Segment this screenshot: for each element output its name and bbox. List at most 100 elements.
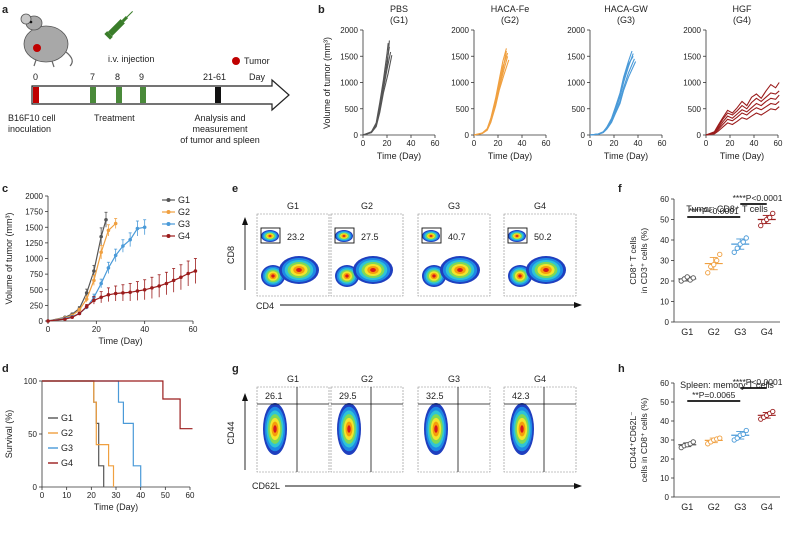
c-G4-point: [70, 315, 74, 320]
h-bracket-0-label: **P=0.0065: [692, 390, 736, 400]
b-2-xlabel: Time (Day): [604, 151, 648, 161]
c-G1-point: [99, 234, 103, 239]
c-G2-point: [113, 221, 118, 226]
c-G1-point: [84, 291, 89, 295]
f-bracket-1-label: ****P<0.0001: [733, 193, 783, 203]
f-G1-point: [690, 275, 696, 281]
c-ytick-label: 1250: [25, 239, 43, 248]
c-legend-G1-label: G1: [178, 195, 190, 205]
d-xtick-label: 30: [112, 491, 121, 500]
d-ytick-label: 50: [28, 430, 37, 439]
g-G2-pop-density: [347, 425, 351, 433]
c-G4-point: [106, 292, 111, 297]
c-G4-point: [157, 284, 161, 288]
d-legend-G4-label: G4: [61, 458, 73, 468]
c-ytick-label: 1750: [25, 208, 43, 217]
h-G4-point: [770, 408, 776, 415]
h-ytick-label: 60: [660, 379, 669, 388]
h-ylabel-2: cells in CD8⁺ cells (%): [639, 397, 649, 482]
c-G4-point: [128, 290, 132, 295]
d-ylabel: Survival (%): [4, 410, 14, 459]
d-legend-G2-label: G2: [61, 428, 73, 438]
c-G4-point: [121, 291, 125, 295]
c-G1-point: [92, 269, 96, 273]
c-G3-point: [99, 281, 103, 286]
h-title: Spleen: memory T cells: [680, 380, 774, 390]
b-1-xtick-label: 60: [542, 139, 551, 148]
b-0-ytick-label: 1500: [340, 52, 358, 61]
b-2-ytick-label: 1000: [567, 79, 585, 88]
tumor-legend-dot: [232, 57, 240, 65]
b-3-title-2: (G4): [733, 15, 751, 25]
g-group-G3-title: G3: [448, 374, 460, 384]
analysis-label-2: measurement: [192, 124, 248, 134]
c-G4-point: [179, 275, 183, 280]
c-ytick-label: 500: [30, 286, 44, 295]
b-3-xtick-label: 40: [750, 139, 759, 148]
d-xtick-label: 40: [136, 491, 145, 500]
b-3-ytick-label: 0: [697, 131, 702, 140]
f-bracket-0-label: ****P<0.0001: [689, 206, 739, 216]
treatment-marker-8: [116, 87, 122, 103]
c-legend-G2-label: G2: [178, 207, 190, 217]
c-ytick-label: 0: [39, 317, 44, 326]
b-2-xtick-label: 40: [634, 139, 643, 148]
c-G4-point: [186, 271, 190, 276]
h-G3-point: [740, 431, 746, 437]
c-G4-point: [63, 317, 67, 321]
c-G4-point: [46, 319, 50, 323]
b-0-xtick-label: 0: [361, 139, 366, 148]
g-x-arrowhead: [574, 483, 582, 489]
treatment-label: Treatment: [94, 113, 135, 123]
c-legend-G4-label: G4: [178, 231, 190, 241]
g-ylabel: CD44: [226, 421, 236, 444]
timeline-tick-8: 8: [115, 72, 120, 82]
timeline-tick-0: 0: [33, 72, 38, 82]
panel-a-letter: a: [2, 4, 9, 16]
c-G4-point: [164, 281, 169, 286]
f-ytick-label: 60: [660, 195, 669, 204]
b-3-ytick-label: 1500: [683, 52, 701, 61]
treatment-marker-9: [140, 87, 146, 103]
b-0-title-2: (G1): [390, 15, 408, 25]
c-G4-point: [171, 278, 176, 283]
f-G3-point: [734, 245, 740, 251]
treatment-marker-7: [90, 87, 96, 103]
e-G2-dn-pop-density: [345, 274, 349, 278]
f-ytick-label: 40: [660, 236, 669, 245]
d-G2-line: [42, 380, 115, 487]
tumor-legend-label: Tumor: [244, 56, 270, 66]
g-group-G2-title: G2: [361, 374, 373, 384]
b-2-xtick-label: 20: [610, 139, 619, 148]
b-0-ytick-label: 1000: [340, 79, 358, 88]
b-0-xtick-label: 60: [431, 139, 440, 148]
b-1-title-1: HACA-Fe: [491, 4, 530, 14]
c-ytick-label: 1000: [25, 255, 43, 264]
e-G2-gate-percent: 27.5: [361, 232, 379, 242]
b-3-curve-3: [705, 100, 780, 136]
c-G4-point: [99, 295, 103, 300]
panel-f-letter: f: [618, 183, 622, 195]
f-G2-point: [705, 270, 711, 276]
d-G4-line: [42, 380, 193, 430]
h-ytick-label: 0: [665, 493, 670, 502]
b-1-curve-4: [473, 50, 507, 136]
e-xlabel: CD4: [256, 301, 274, 311]
h-xtick-label-G4: G4: [761, 502, 773, 512]
panel-c-letter: c: [2, 183, 8, 195]
e-G3-dn-pop-density: [432, 274, 436, 278]
analysis-marker: [215, 87, 221, 103]
h-xtick-label-G3: G3: [734, 502, 746, 512]
d-xtick-label: 10: [62, 491, 71, 500]
c-legend-G3-dot: [166, 222, 171, 226]
b-1-ytick-label: 1500: [451, 52, 469, 61]
b-3-curve-2: [705, 94, 780, 136]
b-0-xtick-label: 40: [407, 139, 416, 148]
f-G2-point: [711, 261, 717, 268]
c-G2-point: [92, 278, 96, 283]
panel-h-letter: h: [618, 363, 625, 375]
b-1-ytick-label: 2000: [451, 26, 469, 35]
f-ytick-label: 10: [660, 298, 669, 307]
d-legend-G3-label: G3: [61, 443, 73, 453]
